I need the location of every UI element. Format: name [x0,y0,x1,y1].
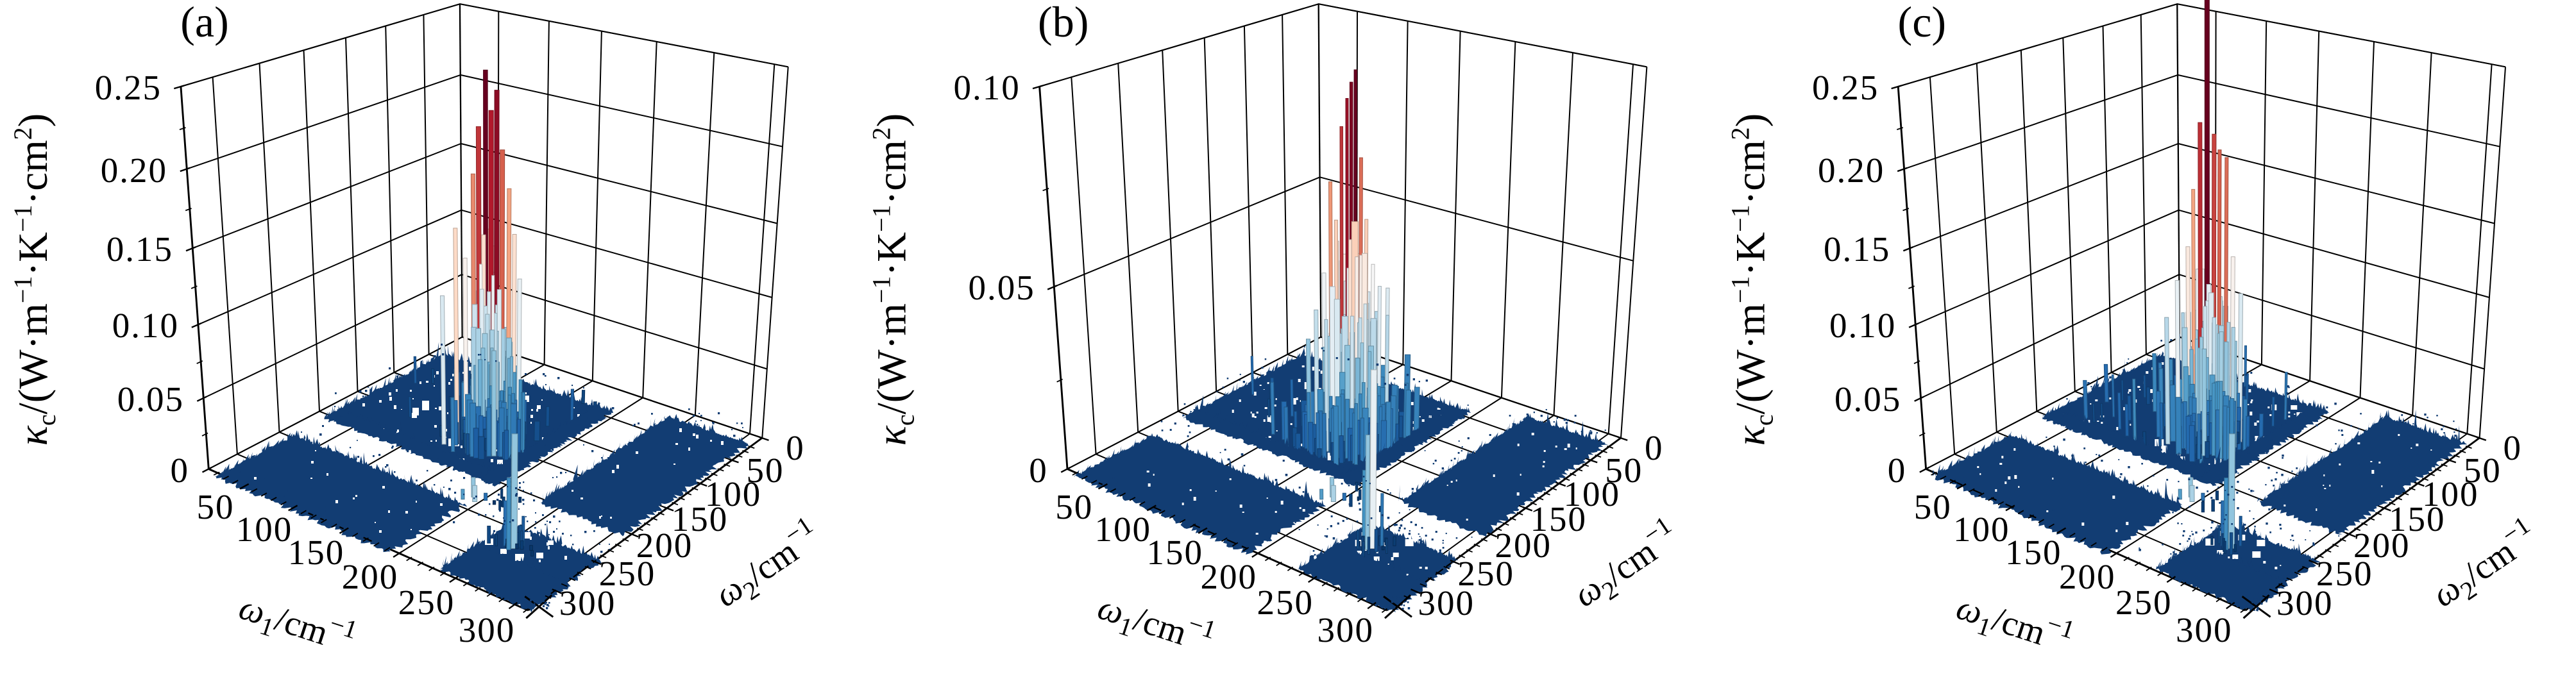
svg-text:250: 250 [1257,583,1314,622]
svg-text:0: 0 [1888,451,1907,490]
svg-text:0.25: 0.25 [95,68,162,107]
svg-text:150: 150 [1146,533,1203,572]
svg-text:κc/(W·m−1·K−1·cm2): κc/(W·m−1·K−1·cm2) [867,113,920,446]
svg-text:0.15: 0.15 [1824,230,1890,269]
svg-text:50: 50 [197,487,235,526]
svg-text:0: 0 [2504,428,2523,467]
svg-text:200: 200 [342,557,399,596]
svg-text:250: 250 [2115,583,2173,622]
svg-text:250: 250 [1457,554,1514,593]
svg-text:κc/(W·m−1·K−1·cm2): κc/(W·m−1·K−1·cm2) [8,113,61,446]
svg-text:100: 100 [236,510,293,549]
svg-text:0: 0 [171,451,190,490]
svg-text:300: 300 [1317,610,1374,649]
svg-text:50: 50 [1605,451,1643,490]
svg-text:250: 250 [398,583,455,622]
svg-text:200: 200 [2059,557,2116,596]
svg-text:200: 200 [2353,526,2411,565]
svg-text:100: 100 [705,474,762,514]
svg-text:150: 150 [672,499,729,539]
svg-text:(c): (c) [1898,0,1946,46]
svg-text:50: 50 [747,451,784,490]
svg-text:300: 300 [459,610,516,649]
svg-text:(b): (b) [1038,0,1089,46]
svg-text:50: 50 [1055,487,1093,526]
svg-text:0.05: 0.05 [117,380,184,419]
svg-text:0.10: 0.10 [953,68,1020,107]
svg-text:0: 0 [786,428,805,467]
svg-text:0.20: 0.20 [101,151,167,190]
svg-text:150: 150 [1530,499,1587,539]
svg-text:0.05: 0.05 [968,268,1035,307]
svg-text:50: 50 [2464,451,2502,490]
svg-text:(a): (a) [180,0,228,46]
svg-text:κc/(W·m−1·K−1·cm2): κc/(W·m−1·K−1·cm2) [1725,113,1778,446]
svg-text:0.25: 0.25 [1812,68,1879,107]
svg-text:200: 200 [1200,557,1257,596]
svg-text:100: 100 [1563,474,1620,514]
svg-text:150: 150 [2005,533,2062,572]
svg-text:0.20: 0.20 [1818,151,1885,190]
svg-text:0: 0 [1645,428,1664,467]
svg-text:300: 300 [559,583,616,623]
svg-text:250: 250 [2316,554,2373,593]
svg-text:0.05: 0.05 [1835,380,1901,419]
svg-text:0.10: 0.10 [112,306,179,345]
svg-text:200: 200 [636,526,693,565]
svg-text:150: 150 [288,533,345,572]
svg-text:250: 250 [599,554,656,593]
svg-text:300: 300 [2276,583,2334,623]
svg-text:200: 200 [1495,526,1552,565]
svg-text:50: 50 [1914,487,1952,526]
svg-text:100: 100 [1094,510,1151,549]
svg-text:0: 0 [1029,451,1048,490]
svg-text:100: 100 [2422,474,2479,514]
svg-text:300: 300 [2176,610,2233,649]
svg-text:ω1/cm−1: ω1/cm−1 [1091,581,1219,667]
svg-text:0.10: 0.10 [1829,306,1896,345]
svg-text:300: 300 [1418,583,1475,623]
svg-text:150: 150 [2389,499,2446,539]
svg-text:0.15: 0.15 [106,230,173,269]
svg-text:100: 100 [1953,510,2010,549]
